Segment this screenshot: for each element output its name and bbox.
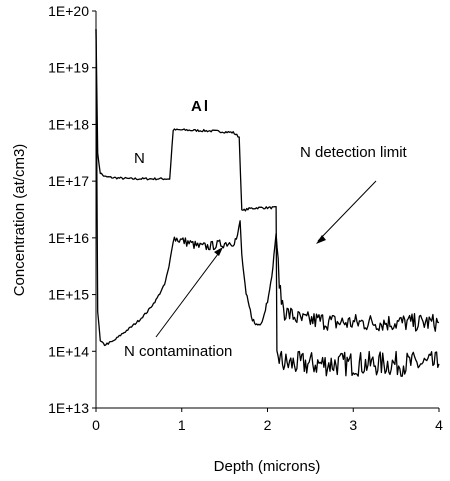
series-layer [95, 28, 440, 377]
annotation-contamination: N contamination [124, 343, 232, 360]
x-tick-label: 3 [349, 417, 357, 433]
y-tick-label: 1E+14 [48, 343, 89, 359]
axes: 1E+13 1E+14 1E+15 1E+16 1E+17 1E+18 1E+19 1E+20… [48, 3, 443, 433]
y-axis-label: Concentration (at/cm3) [11, 144, 28, 297]
x-tick-label: 2 [264, 417, 272, 433]
y-tick-label: 1E+20 [48, 3, 89, 19]
y-tick-label: 1E+13 [48, 400, 89, 416]
y-tick-label: 1E+16 [48, 230, 89, 246]
detection-limit-arrowhead [316, 235, 326, 244]
y-tick-label: 1E+17 [48, 173, 89, 189]
plot-area [96, 11, 439, 408]
annotation-n: N [134, 150, 145, 167]
x-tick-label: 4 [435, 417, 443, 433]
series-line-n [95, 28, 440, 347]
annotation-detection-limit: N detection limit [300, 144, 408, 161]
contamination-arrow [155, 249, 222, 338]
detection-limit-arrow [317, 180, 377, 242]
x-tick-label: 0 [92, 417, 100, 433]
y-tick-label: 1E+15 [48, 287, 89, 303]
series-line-al [95, 29, 440, 377]
y-tick-label: 1E+19 [48, 60, 89, 76]
plot-background [96, 11, 439, 408]
x-tick-label: 1 [178, 417, 186, 433]
y-tick-label: 1E+18 [48, 116, 89, 132]
annotation-al: Al [191, 98, 210, 115]
x-axis-label: Depth (microns) [214, 458, 321, 475]
contamination-arrowhead [214, 247, 223, 256]
